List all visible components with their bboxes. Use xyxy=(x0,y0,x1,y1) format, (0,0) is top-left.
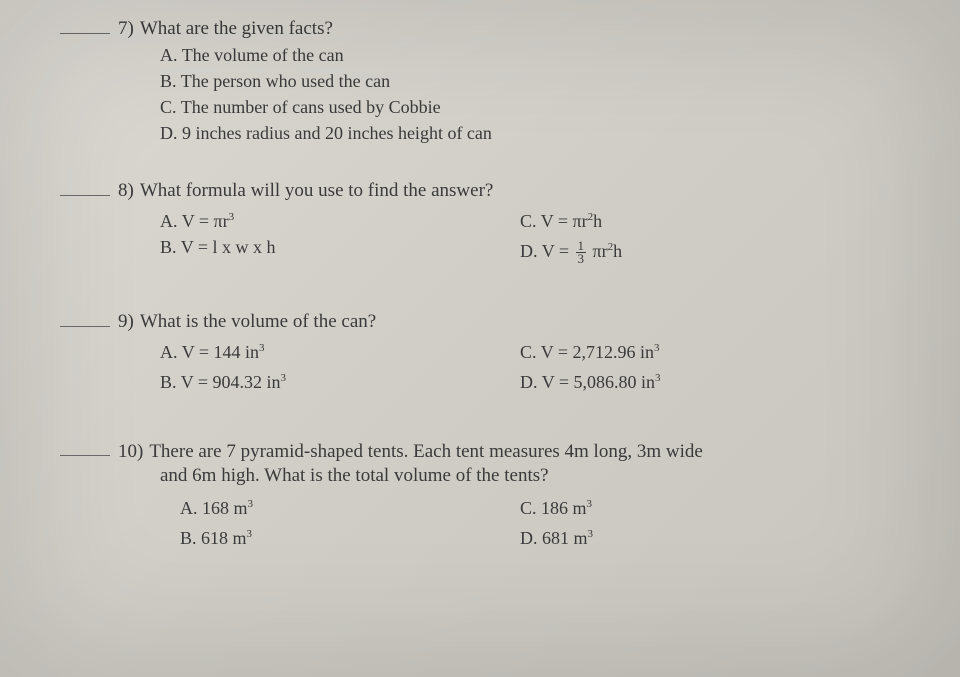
choice-label: B. xyxy=(160,71,177,91)
choice-text: V = πr2h xyxy=(541,211,602,231)
question-header: 9) What is the volume of the can? xyxy=(60,311,920,333)
choice-text: 681 m3 xyxy=(542,528,593,548)
choices-grid: A. 168 m3 C. 186 m3 B. 618 m3 D. 681 m3 xyxy=(180,491,920,551)
question-7: 7) What are the given facts? A. The volu… xyxy=(60,18,920,146)
choice-text: V = 144 in3 xyxy=(182,342,265,362)
choice-a[interactable]: A. 168 m3 xyxy=(180,491,520,521)
choice-text: V = l x w x h xyxy=(181,237,276,257)
choice-text: V = 5,086.80 in3 xyxy=(542,372,661,392)
answer-blank[interactable] xyxy=(60,441,110,456)
question-stem: What is the volume of the can? xyxy=(140,311,376,333)
worksheet-page: 7) What are the given facts? A. The volu… xyxy=(0,0,960,677)
choice-d[interactable]: D. V = 5,086.80 in3 xyxy=(520,365,880,395)
choice-label: A. xyxy=(160,45,178,65)
question-stem-line1: There are 7 pyramid-shaped tents. Each t… xyxy=(149,441,702,463)
question-number: 9) xyxy=(118,311,134,333)
choice-label: B. xyxy=(160,237,177,257)
choice-label: A. xyxy=(160,211,178,231)
choices-grid: A. V = 144 in3 C. V = 2,712.96 in3 B. V … xyxy=(160,335,920,395)
choice-label: B. xyxy=(180,528,197,548)
choice-text: The person who used the can xyxy=(181,71,390,91)
question-10: 10) There are 7 pyramid-shaped tents. Ea… xyxy=(60,441,920,551)
question-number: 10) xyxy=(118,441,143,463)
choice-text: V = 2,712.96 in3 xyxy=(541,342,660,362)
choice-text: 9 inches radius and 20 inches height of … xyxy=(182,123,492,143)
choice-label: A. xyxy=(160,342,178,362)
choice-label: D. xyxy=(520,241,538,261)
choice-label: D. xyxy=(160,123,178,143)
choice-label: D. xyxy=(520,372,538,392)
choice-c[interactable]: C. 186 m3 xyxy=(520,491,880,521)
question-header: 7) What are the given facts? xyxy=(60,18,920,40)
choice-a[interactable]: A. V = πr3 xyxy=(160,204,520,234)
choice-label: A. xyxy=(180,498,198,518)
choice-d[interactable]: D. 9 inches radius and 20 inches height … xyxy=(160,120,920,146)
choice-c[interactable]: C. V = 2,712.96 in3 xyxy=(520,335,880,365)
choice-text: 168 m3 xyxy=(202,498,253,518)
choice-label: C. xyxy=(520,342,537,362)
choice-text: 186 m3 xyxy=(541,498,592,518)
choice-c[interactable]: C. The number of cans used by Cobbie xyxy=(160,94,920,120)
question-header: 10) There are 7 pyramid-shaped tents. Ea… xyxy=(60,441,920,463)
question-8: 8) What formula will you use to find the… xyxy=(60,180,920,265)
question-number: 8) xyxy=(118,180,134,202)
choices-list: A. The volume of the can B. The person w… xyxy=(160,42,920,146)
choice-label: B. xyxy=(160,372,177,392)
question-9: 9) What is the volume of the can? A. V =… xyxy=(60,311,920,395)
choice-b[interactable]: B. V = l x w x h xyxy=(160,234,520,265)
question-stem: What are the given facts? xyxy=(140,18,333,40)
choice-a[interactable]: A. The volume of the can xyxy=(160,42,920,68)
question-header: 8) What formula will you use to find the… xyxy=(60,180,920,202)
choice-b[interactable]: B. The person who used the can xyxy=(160,68,920,94)
choice-b[interactable]: B. 618 m3 xyxy=(180,521,520,551)
choice-label: C. xyxy=(160,97,177,117)
question-stem-line2: and 6m high. What is the total volume of… xyxy=(160,463,920,489)
choice-b[interactable]: B. V = 904.32 in3 xyxy=(160,365,520,395)
choices-grid: A. V = πr3 C. V = πr2h B. V = l x w x h … xyxy=(160,204,920,265)
answer-blank[interactable] xyxy=(60,181,110,196)
choice-label: C. xyxy=(520,498,537,518)
choice-d[interactable]: D. 681 m3 xyxy=(520,521,880,551)
choice-text: The volume of the can xyxy=(182,45,344,65)
choice-text: 618 m3 xyxy=(201,528,252,548)
answer-blank[interactable] xyxy=(60,19,110,34)
choice-label: C. xyxy=(520,211,537,231)
choice-text: V = 904.32 in3 xyxy=(181,372,286,392)
answer-blank[interactable] xyxy=(60,312,110,327)
choice-text: The number of cans used by Cobbie xyxy=(181,97,441,117)
question-stem: What formula will you use to find the an… xyxy=(140,180,494,202)
choice-d[interactable]: D. V = 13 πr2h xyxy=(520,234,880,265)
question-number: 7) xyxy=(118,18,134,40)
choice-a[interactable]: A. V = 144 in3 xyxy=(160,335,520,365)
choice-label: D. xyxy=(520,528,538,548)
choice-c[interactable]: C. V = πr2h xyxy=(520,204,880,234)
choice-text: V = 13 πr2h xyxy=(542,241,622,261)
choice-text: V = πr3 xyxy=(182,211,234,231)
